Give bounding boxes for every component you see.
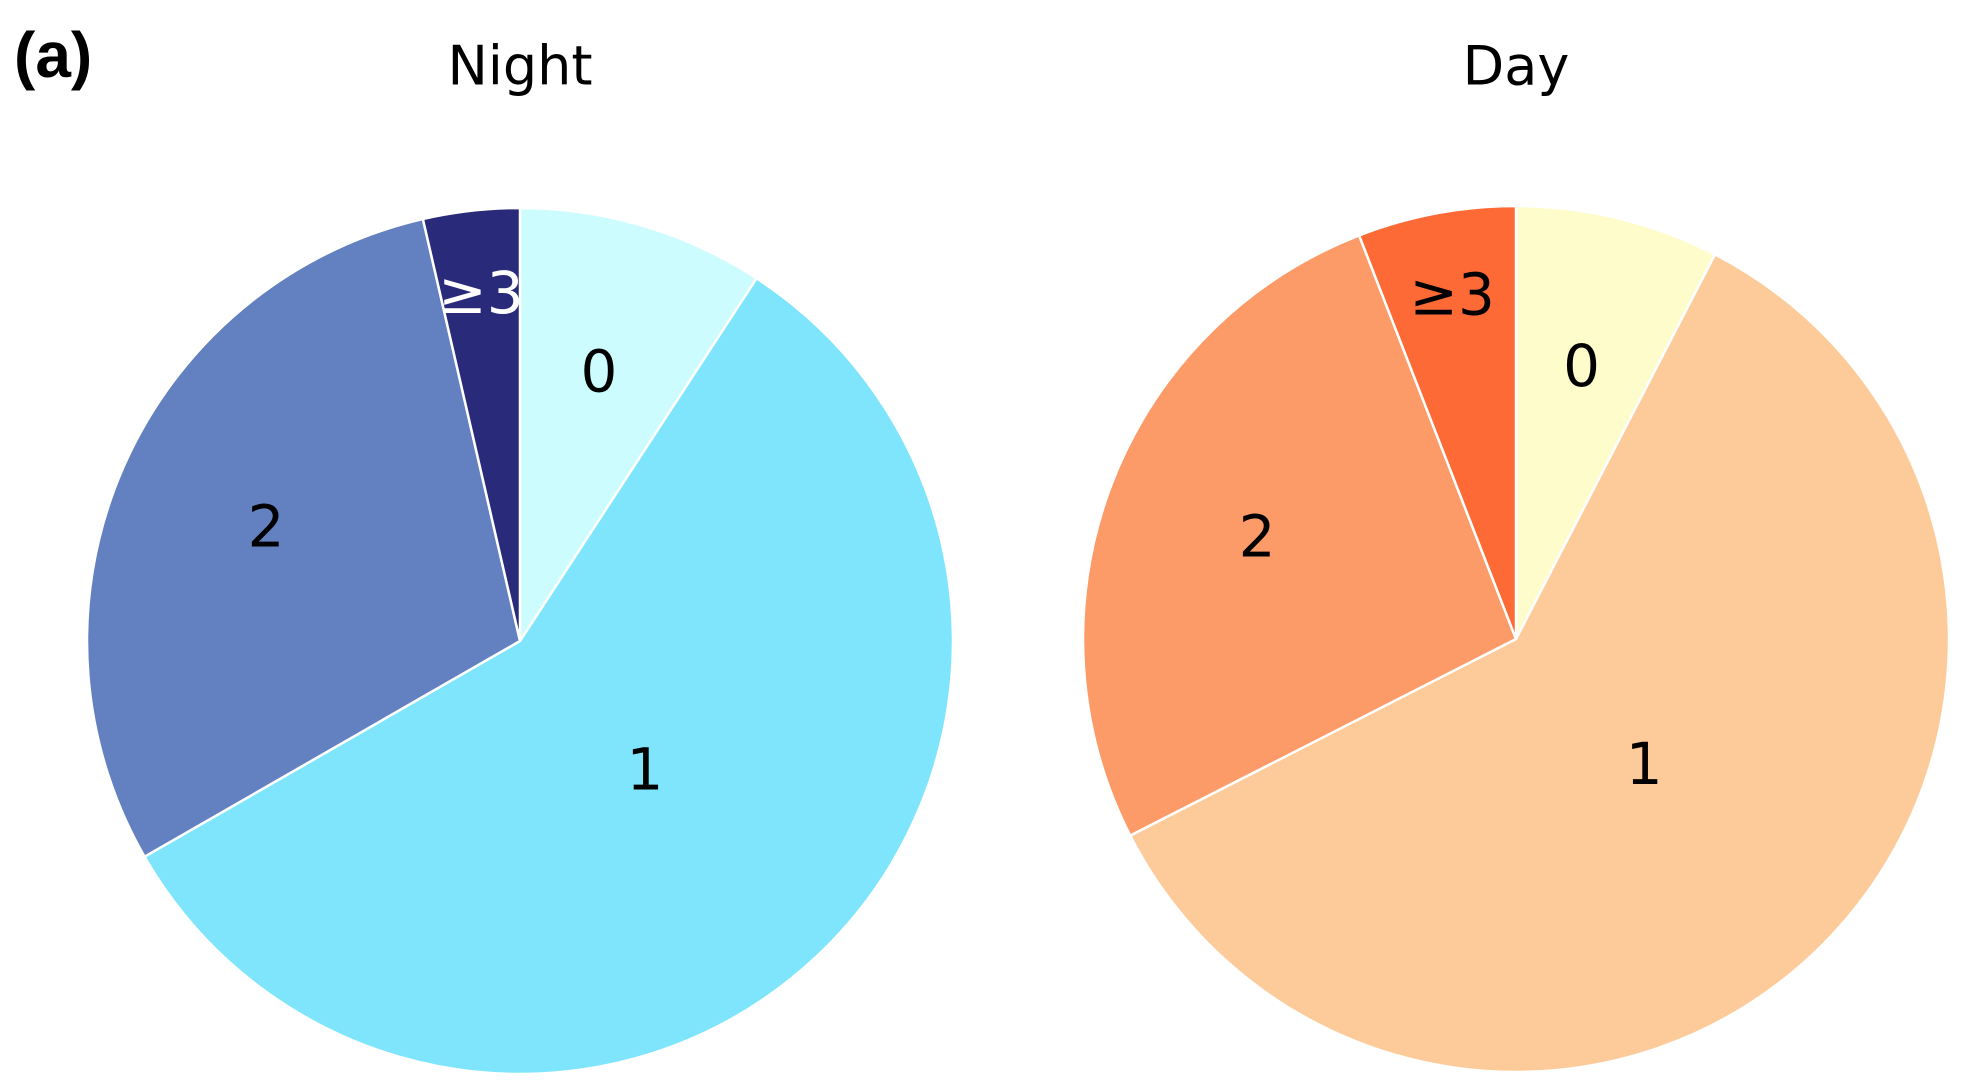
slice-label: ≥3 [1409,261,1495,329]
slice-label: 2 [1239,502,1276,570]
slice-label: 1 [1626,730,1663,798]
pie-slice [1514,204,1717,640]
slice-label: 0 [1563,332,1600,400]
pie-slice [85,217,522,859]
chart-title: Day [1463,35,1570,98]
pie-slice [518,206,759,646]
pie-slice [421,206,522,642]
slice-label: 1 [626,735,663,803]
slice-label: 0 [581,337,618,405]
pie-slice [142,276,955,1076]
pie-slice [1081,233,1518,838]
chart-title: Night [447,35,592,98]
slice-label: ≥3 [438,259,524,327]
slice-label: 2 [248,492,285,560]
panel-label: (a) [14,19,92,91]
pie-slice [1357,204,1518,640]
pie-slice [1128,252,1951,1074]
